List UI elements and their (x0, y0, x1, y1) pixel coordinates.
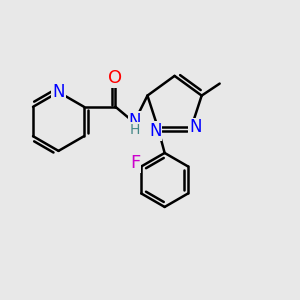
Text: N: N (149, 122, 162, 140)
Text: O: O (108, 69, 122, 87)
Text: F: F (130, 154, 140, 172)
Text: N: N (52, 83, 65, 101)
Text: N: N (189, 118, 202, 136)
Text: N: N (128, 112, 141, 130)
Text: H: H (130, 123, 140, 137)
